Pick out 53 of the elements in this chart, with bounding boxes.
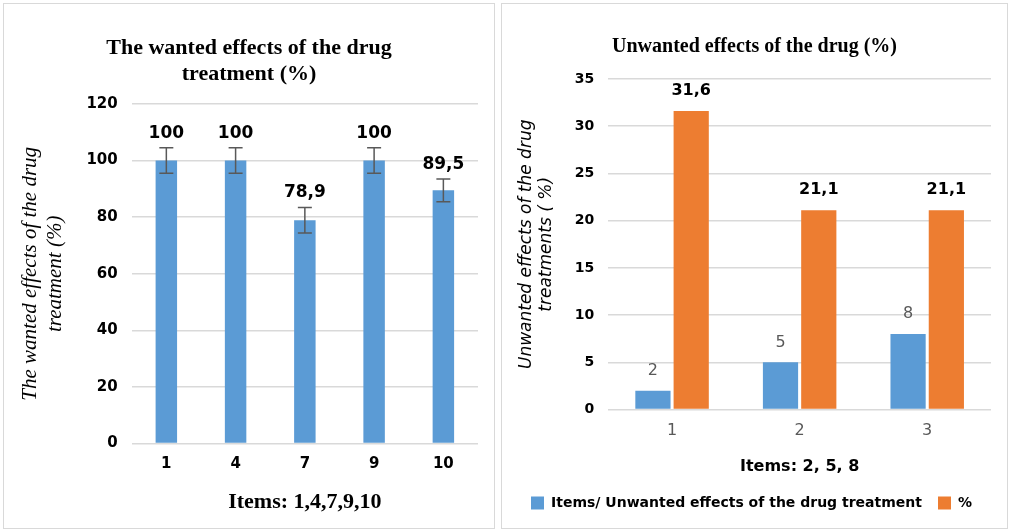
x-axis-title: Items: 1,4,7,9,10 bbox=[228, 488, 382, 514]
data-label: 21,1 bbox=[926, 179, 967, 199]
data-label: 100 bbox=[217, 121, 254, 142]
bar bbox=[635, 390, 671, 409]
bar bbox=[928, 210, 964, 409]
y-tick-label: 30 bbox=[574, 116, 595, 133]
x-tick-label: 3 bbox=[922, 420, 933, 440]
y-tick-label: 60 bbox=[96, 263, 118, 282]
bar bbox=[762, 362, 799, 409]
chart-title: The wanted effects of the drug treatment (%) bbox=[105, 34, 393, 86]
legend-label: Items/ Unwanted effects of the drug treatment bbox=[551, 493, 923, 510]
y-tick-label: 10 bbox=[574, 305, 595, 322]
y-tick-label: 15 bbox=[574, 258, 595, 275]
bar bbox=[432, 190, 455, 443]
x-tick-label: 4 bbox=[230, 454, 241, 473]
data-label: 8 bbox=[902, 303, 914, 323]
x-axis-title: Items: 2, 5, 8 bbox=[739, 455, 860, 475]
bar bbox=[155, 160, 178, 443]
y-tick-label: 40 bbox=[96, 320, 118, 339]
y-tick-label: 120 bbox=[86, 93, 118, 112]
bar bbox=[890, 334, 926, 409]
data-label: 21,1 bbox=[799, 179, 839, 199]
y-axis-title: Unwanted effects of the drug treatments ( %) bbox=[514, 119, 556, 370]
data-label: 100 bbox=[148, 121, 185, 142]
x-tick-label: 10 bbox=[432, 454, 454, 473]
chart-title: Unwanted effects of the drug (%) bbox=[611, 34, 898, 57]
x-tick-label: 2 bbox=[794, 420, 805, 440]
y-tick-label: 35 bbox=[574, 69, 595, 86]
data-label: 31,6 bbox=[671, 80, 711, 100]
y-axis-title: The wanted effects of the drug treatment (%) bbox=[17, 146, 67, 401]
y-tick-label: 100 bbox=[86, 150, 118, 169]
y-tick-label: 0 bbox=[107, 433, 118, 452]
y-tick-label: 25 bbox=[574, 164, 595, 181]
data-label: 89,5 bbox=[422, 152, 465, 173]
y-tick-label: 0 bbox=[584, 400, 595, 417]
legend-label: % bbox=[957, 493, 972, 510]
bar bbox=[294, 220, 316, 443]
y-tick-label: 5 bbox=[584, 353, 595, 370]
y-tick-label: 80 bbox=[96, 207, 118, 226]
bar bbox=[224, 160, 247, 443]
data-label: 2 bbox=[647, 359, 659, 379]
x-tick-label: 9 bbox=[368, 454, 380, 473]
bar bbox=[673, 111, 709, 409]
y-tick-label: 20 bbox=[96, 376, 118, 395]
data-label: 5 bbox=[775, 331, 786, 351]
y-tick-label: 20 bbox=[574, 211, 595, 228]
bar bbox=[363, 160, 385, 443]
bar bbox=[801, 210, 837, 409]
data-label: 78,9 bbox=[283, 181, 326, 202]
x-tick-label: 1 bbox=[161, 454, 172, 473]
x-tick-label: 7 bbox=[299, 454, 311, 473]
x-tick-label: 1 bbox=[666, 420, 678, 440]
data-label: 100 bbox=[356, 121, 393, 142]
